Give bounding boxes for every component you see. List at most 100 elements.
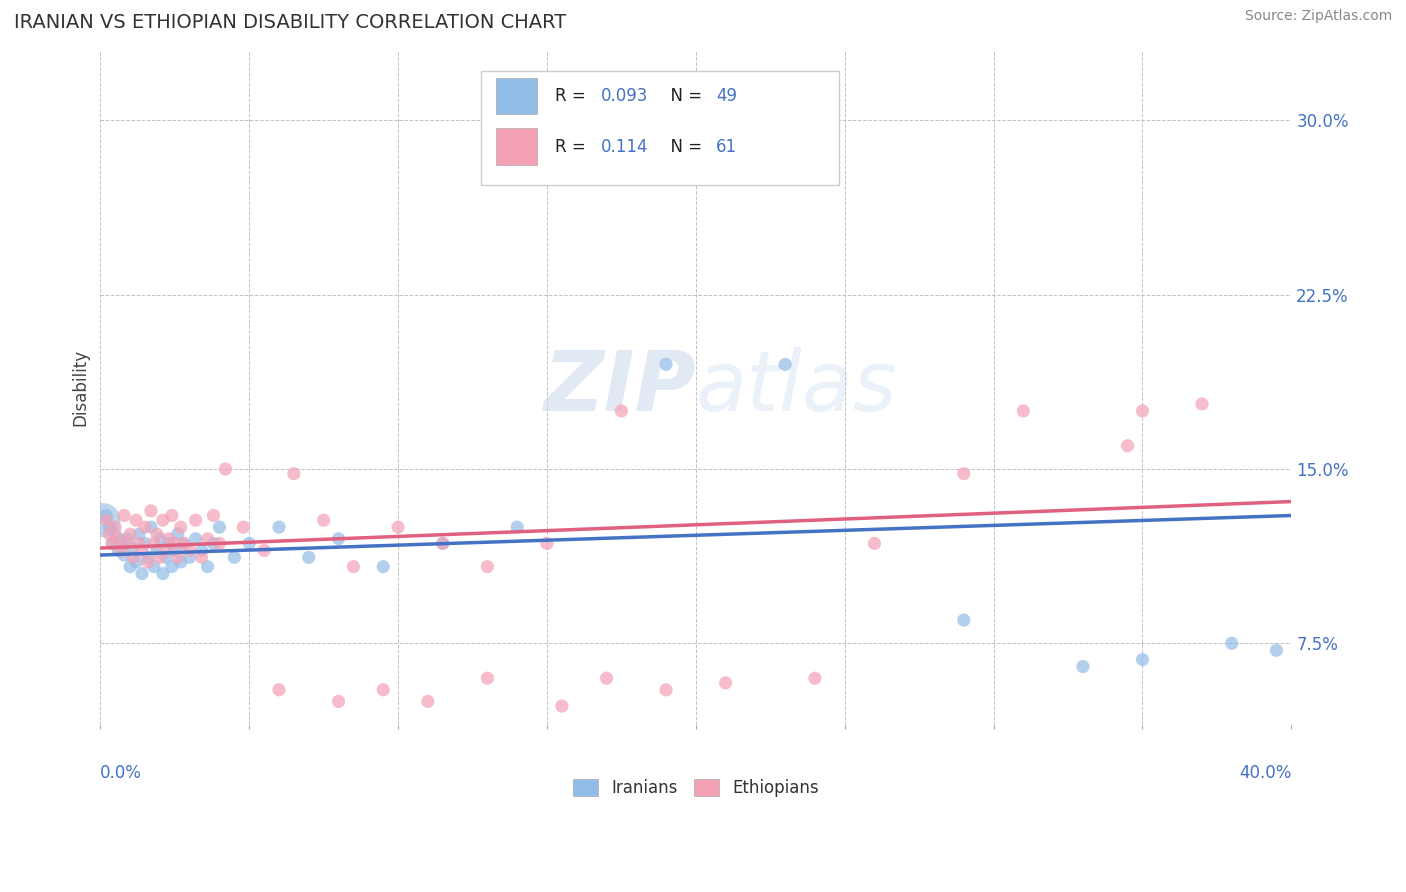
Point: [115, 532, 138, 546]
Point: [714, 676, 737, 690]
Text: atlas: atlas: [696, 347, 897, 428]
Point: [166, 550, 188, 565]
Point: [166, 527, 188, 541]
Point: [267, 682, 290, 697]
Point: [155, 543, 177, 558]
Text: IRANIAN VS ETHIOPIAN DISABILITY CORRELATION CHART: IRANIAN VS ETHIOPIAN DISABILITY CORRELAT…: [14, 13, 567, 32]
Point: [312, 513, 335, 527]
Point: [122, 541, 145, 555]
Point: [953, 467, 976, 481]
Point: [125, 513, 148, 527]
Point: [298, 550, 321, 565]
Point: [136, 550, 159, 565]
Text: R =: R =: [555, 87, 592, 105]
Text: R =: R =: [555, 137, 596, 155]
Point: [125, 555, 148, 569]
Point: [131, 566, 153, 581]
Point: [179, 550, 201, 565]
Point: [184, 513, 207, 527]
Point: [184, 532, 207, 546]
Point: [224, 550, 246, 565]
Point: [283, 467, 305, 481]
Point: [536, 536, 558, 550]
Point: [190, 543, 212, 558]
Point: [146, 527, 169, 541]
Point: [863, 536, 886, 550]
Point: [1132, 404, 1154, 418]
Y-axis label: Disability: Disability: [72, 349, 89, 426]
Point: [173, 536, 195, 550]
Point: [120, 527, 142, 541]
Point: [146, 543, 169, 558]
Point: [160, 508, 183, 523]
Point: [551, 699, 574, 714]
Point: [1012, 404, 1035, 418]
Point: [152, 513, 174, 527]
Text: Source: ZipAtlas.com: Source: ZipAtlas.com: [1244, 9, 1392, 23]
Point: [96, 513, 118, 527]
Point: [155, 550, 177, 565]
Point: [373, 682, 395, 697]
Text: 49: 49: [716, 87, 737, 105]
Point: [152, 566, 174, 581]
Text: 40.0%: 40.0%: [1239, 764, 1291, 781]
Point: [477, 671, 499, 685]
Point: [101, 536, 124, 550]
Point: [136, 555, 159, 569]
Point: [163, 536, 186, 550]
Text: 0.093: 0.093: [600, 87, 648, 105]
Point: [253, 543, 276, 558]
Point: [149, 550, 172, 565]
Bar: [496, 128, 537, 165]
Point: [134, 536, 156, 550]
Point: [416, 694, 439, 708]
Legend: Iranians, Ethiopians: Iranians, Ethiopians: [567, 772, 825, 804]
Text: 0.114: 0.114: [600, 137, 648, 155]
Text: N =: N =: [659, 87, 707, 105]
Point: [134, 520, 156, 534]
Point: [163, 543, 186, 558]
Point: [342, 559, 364, 574]
Point: [157, 536, 180, 550]
Point: [160, 559, 183, 574]
Point: [112, 508, 135, 523]
Point: [387, 520, 409, 534]
Point: [110, 543, 132, 558]
Point: [112, 548, 135, 562]
Point: [131, 543, 153, 558]
Point: [110, 534, 132, 549]
Text: ZIP: ZIP: [543, 347, 696, 428]
Point: [477, 559, 499, 574]
Point: [190, 550, 212, 565]
Point: [173, 536, 195, 550]
Point: [115, 536, 138, 550]
Point: [328, 694, 350, 708]
Point: [655, 682, 678, 697]
Point: [179, 543, 201, 558]
Point: [107, 543, 129, 558]
Point: [373, 559, 395, 574]
Point: [157, 532, 180, 546]
Point: [1265, 643, 1288, 657]
Point: [120, 559, 142, 574]
Point: [101, 536, 124, 550]
Text: 0.0%: 0.0%: [100, 764, 142, 781]
Point: [804, 671, 827, 685]
Point: [107, 532, 129, 546]
Point: [1191, 397, 1213, 411]
Point: [208, 520, 231, 534]
Point: [98, 520, 121, 534]
Point: [128, 527, 150, 541]
Point: [506, 520, 529, 534]
Point: [232, 520, 254, 534]
Bar: [496, 78, 537, 114]
Point: [98, 527, 121, 541]
Point: [238, 536, 260, 550]
Point: [149, 532, 172, 546]
Point: [432, 536, 454, 550]
FancyBboxPatch shape: [481, 70, 839, 186]
Point: [1220, 636, 1243, 650]
Point: [655, 358, 678, 372]
Point: [208, 536, 231, 550]
Point: [139, 504, 162, 518]
